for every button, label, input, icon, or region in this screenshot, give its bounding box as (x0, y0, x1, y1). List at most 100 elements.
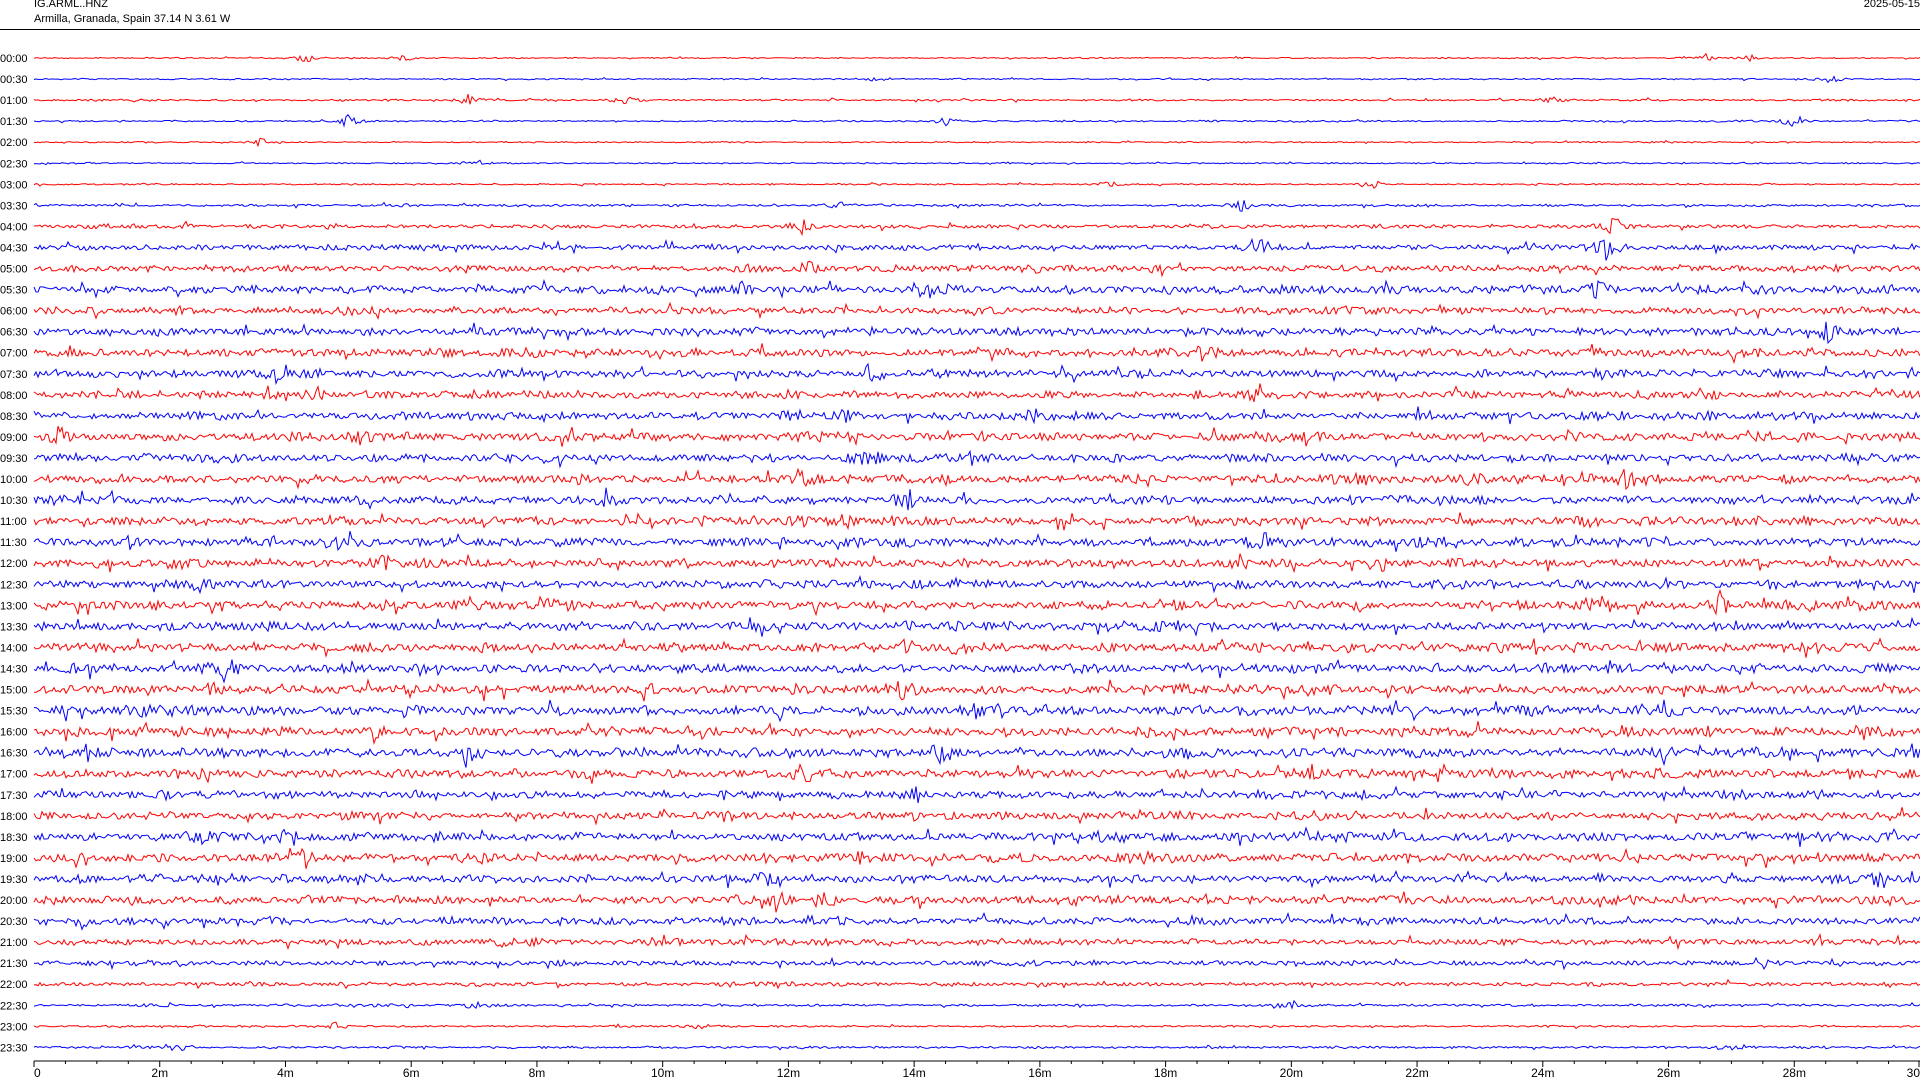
row-time-label: 00:30 (0, 74, 28, 86)
x-tick-label: 4m (277, 1066, 294, 1080)
trace-row (33, 75, 1920, 84)
x-tick-label: 22m (1405, 1066, 1428, 1080)
row-time-label: 05:30 (0, 285, 28, 297)
row-label-group: 00:00 00:30 01:00 01:30 02:00 02:30 03:00 03:30… (0, 53, 28, 1054)
row-time-label: 19:00 (0, 853, 28, 865)
row-time-label: 01:30 (0, 116, 28, 128)
x-tick-label: 12m (777, 1066, 800, 1080)
trace-row (33, 999, 1920, 1010)
trace-row (33, 343, 1920, 365)
trace-row (33, 406, 1920, 425)
trace-row (33, 743, 1920, 768)
trace-row (33, 637, 1920, 658)
trace-row (33, 137, 1920, 148)
trace-row (33, 721, 1920, 745)
x-tick-label: 0 (34, 1066, 41, 1080)
row-time-label: 03:00 (0, 179, 28, 191)
trace-row (33, 260, 1920, 278)
trace-row (33, 199, 1920, 212)
x-tick-label: 26m (1657, 1066, 1680, 1080)
row-time-label: 08:00 (0, 390, 28, 402)
trace-row (33, 785, 1920, 804)
row-time-label: 06:30 (0, 327, 28, 339)
trace-row (33, 762, 1920, 784)
trace-row (33, 847, 1920, 869)
trace-row (33, 218, 1920, 237)
row-time-label: 21:00 (0, 937, 28, 949)
row-time-label: 04:00 (0, 221, 28, 233)
x-tick-label: 6m (403, 1066, 420, 1080)
x-tick-label: 16m (1028, 1066, 1051, 1080)
row-time-label: 23:30 (0, 1042, 28, 1054)
row-time-label: 23:00 (0, 1021, 28, 1033)
row-time-label: 13:00 (0, 600, 28, 612)
row-time-label: 15:00 (0, 685, 28, 697)
trace-row (33, 114, 1920, 128)
trace-row (33, 530, 1920, 552)
row-time-label: 22:30 (0, 1000, 28, 1012)
x-axis: 0 2m 4m 6m 8m 10m 12m 14m 16m 18m 20m 22m 24m 26m 28m 3… (33, 1060, 1920, 1080)
trace-row (33, 588, 1920, 617)
row-time-label: 05:00 (0, 264, 28, 276)
row-time-label: 11:30 (0, 537, 27, 549)
row-time-label: 18:30 (0, 832, 28, 844)
trace-row (33, 932, 1920, 951)
row-time-label: 03:30 (0, 200, 28, 212)
row-time-label: 00:00 (0, 53, 28, 65)
trace-row (33, 301, 1920, 320)
x-tick-label: 2m (151, 1066, 168, 1080)
row-time-label: 07:00 (0, 348, 28, 360)
row-time-label: 09:30 (0, 453, 28, 465)
row-time-label: 10:00 (0, 474, 28, 486)
row-time-label: 12:00 (0, 558, 28, 570)
header-rule (0, 29, 1920, 30)
row-time-label: 02:30 (0, 158, 28, 170)
trace-row (33, 180, 1920, 190)
trace-row (33, 1021, 1920, 1030)
row-time-label: 14:30 (0, 663, 28, 675)
row-time-label: 20:30 (0, 916, 28, 928)
trace-row (33, 574, 1920, 595)
row-time-label: 21:30 (0, 958, 28, 970)
row-time-label: 18:00 (0, 811, 28, 823)
row-time-label: 15:30 (0, 706, 28, 718)
trace-row (33, 1043, 1920, 1052)
trace-row (34, 699, 1920, 723)
row-time-label: 07:30 (0, 369, 28, 381)
station-location: Armilla, Granada, Spain 37.14 N 3.61 W (34, 13, 231, 25)
trace-row (33, 890, 1920, 913)
trace-row (33, 467, 1920, 491)
row-time-label: 19:30 (0, 874, 28, 886)
trace-row (33, 487, 1920, 511)
x-tick-label: 24m (1531, 1066, 1554, 1080)
trace-row (33, 807, 1920, 826)
trace-row (33, 278, 1920, 300)
date-label: 2025-05-15 (1863, 0, 1920, 10)
trace-row (33, 870, 1920, 889)
row-time-label: 12:30 (0, 579, 28, 591)
trace-row (33, 237, 1920, 261)
trace-row (33, 956, 1920, 971)
trace-row (33, 362, 1920, 386)
x-tick-label: 8m (529, 1066, 546, 1080)
row-time-label: 22:00 (0, 979, 28, 991)
trace-row (33, 678, 1920, 702)
row-time-label: 16:30 (0, 748, 28, 760)
trace-group (33, 52, 1920, 1052)
trace-row (33, 159, 1920, 166)
x-tick-label: 14m (902, 1066, 925, 1080)
x-tick-label: 30 (1907, 1066, 1920, 1080)
trace-row (33, 93, 1920, 105)
trace-row (33, 512, 1920, 531)
row-time-label: 16:00 (0, 727, 28, 739)
trace-row (33, 321, 1920, 345)
trace-row (33, 449, 1920, 469)
trace-row (33, 978, 1920, 990)
trace-row (33, 52, 1920, 63)
row-time-label: 13:30 (0, 621, 28, 633)
row-time-label: 10:30 (0, 495, 28, 507)
trace-row (33, 425, 1920, 447)
x-tick-label: 10m (651, 1066, 674, 1080)
trace-row (33, 553, 1920, 574)
